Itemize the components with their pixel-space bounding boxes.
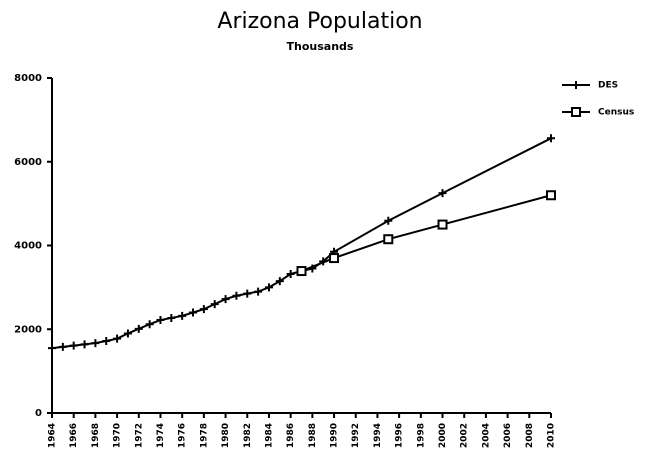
x-tick-label: 1974 <box>156 423 166 448</box>
x-tick-label: 1966 <box>69 423 79 448</box>
x-tick-label: 1994 <box>373 423 383 448</box>
point <box>199 305 208 314</box>
x-tick-label: 1990 <box>330 423 340 448</box>
series-line <box>51 137 552 350</box>
point <box>145 320 154 329</box>
point <box>275 277 284 286</box>
point <box>384 216 393 225</box>
point <box>254 287 263 296</box>
x-tick-label: 2002 <box>460 423 470 448</box>
chart-subtitle: Thousands <box>287 40 354 53</box>
x-tick-label: 1996 <box>395 423 405 448</box>
legend-label: Census <box>598 108 634 118</box>
point <box>178 311 187 320</box>
x-tick-label: 2008 <box>525 423 535 448</box>
point <box>546 190 556 201</box>
x-tick-label: 1986 <box>286 423 296 448</box>
point <box>243 289 252 298</box>
point <box>547 134 555 143</box>
legend-marker <box>571 107 581 117</box>
x-tick-label: 2004 <box>481 423 491 448</box>
point <box>102 336 111 345</box>
point <box>329 253 340 264</box>
x-tick-label: 1984 <box>264 423 274 448</box>
chart-title: Arizona Population <box>217 9 422 34</box>
x-tick-label: 1976 <box>178 423 188 448</box>
point <box>69 341 78 350</box>
point <box>383 234 394 245</box>
point <box>437 219 448 230</box>
point <box>189 308 198 317</box>
point <box>296 266 307 277</box>
point <box>156 316 165 325</box>
point <box>134 324 143 333</box>
y-tick-label: 6000 <box>14 157 42 168</box>
y-tick-label: 4000 <box>14 241 42 252</box>
point <box>91 339 100 348</box>
x-tick-label: 1982 <box>243 423 253 448</box>
x-tick-label: 2006 <box>503 423 513 448</box>
x-tick-label: 1970 <box>113 423 123 448</box>
point <box>438 189 447 198</box>
x-tick-label: 1992 <box>351 423 361 448</box>
legend-marker <box>572 81 580 89</box>
x-tick-label: 1980 <box>221 423 231 448</box>
point <box>80 340 89 349</box>
point <box>232 291 241 300</box>
x-tick-label: 1968 <box>91 423 101 448</box>
point <box>286 269 295 278</box>
y-tick-label: 0 <box>35 408 42 419</box>
x-tick-label: 2000 <box>438 423 448 448</box>
legend-label: DES <box>598 81 618 91</box>
point <box>113 334 122 343</box>
y-tick-label: 2000 <box>14 324 42 335</box>
y-tick-label: 8000 <box>14 73 42 84</box>
point <box>123 329 132 338</box>
x-tick-label: 1988 <box>308 423 318 448</box>
point <box>221 295 230 304</box>
point <box>167 313 176 322</box>
x-tick-label: 1972 <box>134 423 144 448</box>
x-tick-label: 1964 <box>48 423 58 448</box>
point <box>48 344 56 353</box>
point <box>58 342 67 351</box>
x-tick-label: 1978 <box>199 423 209 448</box>
x-tick-label: 2010 <box>547 423 557 448</box>
x-tick-label: 1998 <box>416 423 426 448</box>
point <box>210 300 219 309</box>
point <box>264 283 273 292</box>
